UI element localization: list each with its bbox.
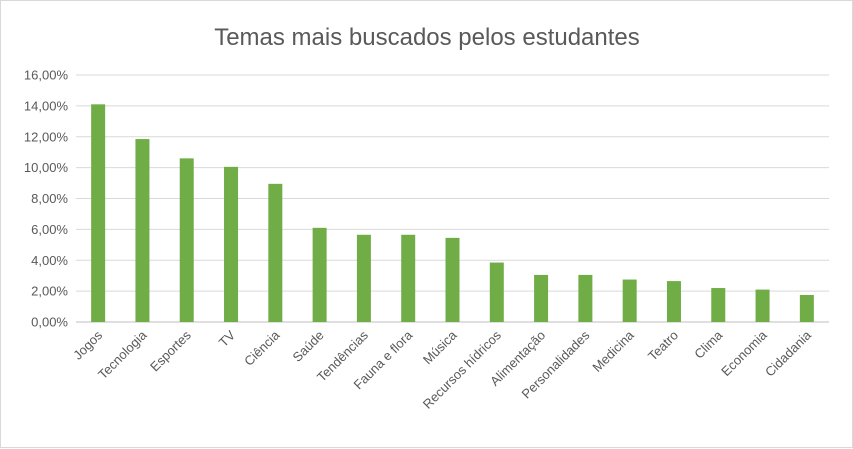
y-tick-label: 2,00%	[31, 284, 68, 299]
bar	[666, 281, 681, 322]
x-tick-label: Esportes	[147, 327, 194, 374]
y-tick-label: 6,00%	[31, 222, 68, 237]
x-tick-label: Ciência	[241, 327, 283, 369]
x-tick-label: Economia	[718, 327, 770, 379]
bar	[91, 104, 106, 322]
x-tick-label: Música	[420, 327, 460, 367]
y-tick-label: 14,00%	[24, 98, 69, 113]
bar	[445, 237, 460, 322]
bar	[534, 274, 549, 322]
bar	[401, 234, 416, 322]
bar	[356, 234, 371, 322]
y-tick-label: 0,00%	[31, 315, 68, 330]
bar	[799, 294, 814, 322]
bar	[489, 262, 504, 322]
bar	[622, 279, 637, 322]
bar	[755, 289, 770, 322]
bar	[179, 158, 194, 322]
bar	[268, 183, 283, 322]
bar	[135, 139, 150, 322]
chart-title: Temas mais buscados pelos estudantes	[214, 24, 640, 51]
x-tick-label: Recursos hídricos	[420, 327, 505, 412]
y-tick-label: 16,00%	[24, 68, 69, 83]
bar	[578, 274, 593, 322]
bars	[91, 104, 814, 322]
y-axis-tick-labels: 0,00% 2,00% 4,00% 6,00% 8,00% 10,00% 12,00% 14,…	[24, 68, 69, 330]
bar	[312, 227, 327, 322]
x-tick-label: Jogos	[70, 327, 105, 362]
x-tick-label: Clima	[691, 327, 726, 362]
y-tick-label: 8,00%	[31, 191, 68, 206]
x-tick-label: Medicina	[589, 327, 637, 375]
bar	[711, 288, 726, 322]
bar	[224, 166, 239, 322]
x-tick-label: TV	[216, 327, 239, 350]
x-tick-label: Saúde	[290, 328, 327, 365]
y-tick-label: 4,00%	[31, 253, 68, 268]
x-tick-label: Tecnologia	[95, 327, 150, 382]
y-tick-label: 10,00%	[24, 160, 69, 175]
x-tick-label: Teatro	[645, 328, 681, 364]
gridlines	[76, 74, 829, 323]
y-tick-label: 12,00%	[24, 129, 69, 144]
x-tick-label: Cidadania	[762, 327, 815, 380]
